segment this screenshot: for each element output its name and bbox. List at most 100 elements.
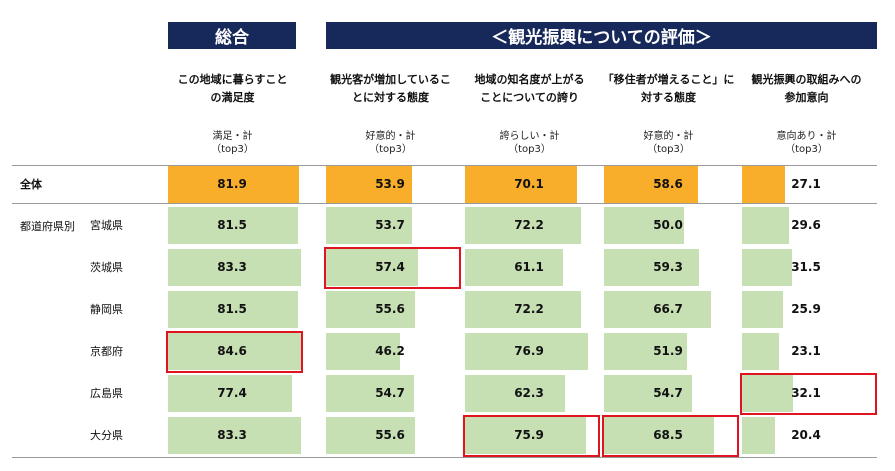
value-label: 68.5 [653,428,683,442]
bottom-divider [12,457,877,458]
bar [465,417,586,454]
column-metric-line: 誇らしい・計 [499,131,560,142]
total-divider [12,203,877,204]
value-label: 46.2 [375,344,405,358]
bar [326,333,400,370]
column-title-0: この地域に暮らすこと の満足度 [165,71,300,107]
header-divider [12,165,877,166]
column-title-line: 地域の知名度が上がる [474,73,585,86]
value-label: 50.0 [653,218,683,232]
bar [168,249,301,286]
highlight-box [740,373,877,415]
column-metric-1: 好意的・計 （top3） [323,130,458,156]
bar [742,375,793,412]
bar [604,417,714,454]
row-label: 静岡県 [90,303,123,316]
highlight-box [324,247,461,289]
column-title-line: 「移住者が増えること」に [602,73,735,86]
value-label: 54.7 [653,386,683,400]
value-label: 54.7 [375,386,405,400]
bar [742,207,789,244]
column-metric-0: 満足・計 （top3） [165,130,300,156]
group-label: 都道府県別 [20,220,75,233]
value-label: 31.5 [791,260,821,274]
column-metric-line: 意向あり・計 [776,131,837,142]
column-title-4: 観光振興の取組みへの 参加意向 [739,71,874,107]
bar [168,166,299,203]
value-label: 61.1 [514,260,544,274]
bar [465,166,577,203]
column-metric-line: （top3） [785,144,828,155]
overall-banner: 総合 [168,22,296,49]
column-title-line: 参加意向 [784,91,829,104]
value-label: 23.1 [791,344,821,358]
highlight-box [166,331,303,373]
value-label: 62.3 [514,386,544,400]
value-label: 53.7 [375,218,405,232]
highlight-box [463,415,600,457]
value-label: 51.9 [653,344,683,358]
value-label: 70.1 [514,177,544,191]
value-label: 27.1 [791,177,821,191]
column-metric-line: （top3） [508,144,551,155]
column-metric-4: 意向あり・計 （top3） [739,130,874,156]
tourism-evaluation-banner: ＜観光振興についての評価＞ [326,22,877,49]
column-title-line: の満足度 [210,91,255,104]
highlight-box [602,415,739,457]
value-label: 72.2 [514,302,544,316]
column-title-2: 地域の知名度が上がる ことについての誇り [462,71,597,107]
bar [326,375,414,412]
column-metric-line: 好意的・計 [643,131,694,142]
value-label: 81.5 [217,302,247,316]
bar [465,291,581,328]
value-label: 75.9 [514,428,544,442]
value-label: 66.7 [653,302,683,316]
column-title-line: とに対する態度 [352,91,429,104]
bar [742,417,775,454]
column-title-line: ことについての誇り [480,91,579,104]
value-label: 81.9 [217,177,247,191]
bar [742,166,785,203]
row-label: 宮城県 [90,219,123,232]
bar [604,207,684,244]
bar [465,375,565,412]
bar [326,249,418,286]
value-label: 72.2 [514,218,544,232]
value-label: 58.6 [653,177,683,191]
column-title-line: 観光振興の取組みへの [751,73,862,86]
value-label: 83.3 [217,260,247,274]
row-label: 京都府 [90,345,123,358]
value-label: 76.9 [514,344,544,358]
column-metric-2: 誇らしい・計 （top3） [462,130,597,156]
value-label: 77.4 [217,386,247,400]
bar [604,166,698,203]
column-title-line: この地域に暮らすこと [177,73,288,86]
bar [168,333,303,370]
bar [604,291,711,328]
column-metric-line: （top3） [369,144,412,155]
value-label: 55.6 [375,428,405,442]
value-label: 59.3 [653,260,683,274]
bar [168,207,298,244]
value-label: 55.6 [375,302,405,316]
bar [326,207,412,244]
value-label: 29.6 [791,218,821,232]
bar [604,375,692,412]
bar [742,249,792,286]
value-label: 25.9 [791,302,821,316]
column-title-line: 観光客が増加しているこ [330,73,451,86]
bar [326,291,415,328]
row-label: 大分県 [90,429,123,442]
bar [465,207,581,244]
bar [326,417,415,454]
column-title-line: 対する態度 [641,91,696,104]
column-metric-3: 好意的・計 （top3） [601,130,736,156]
column-metric-line: 好意的・計 [365,131,416,142]
bar [465,333,588,370]
column-title-3: 「移住者が増えること」に 対する態度 [601,71,736,107]
bar [326,166,412,203]
value-label: 57.4 [375,260,405,274]
value-label: 83.3 [217,428,247,442]
value-label: 84.6 [217,344,247,358]
column-metric-line: 満足・計 [212,131,253,142]
